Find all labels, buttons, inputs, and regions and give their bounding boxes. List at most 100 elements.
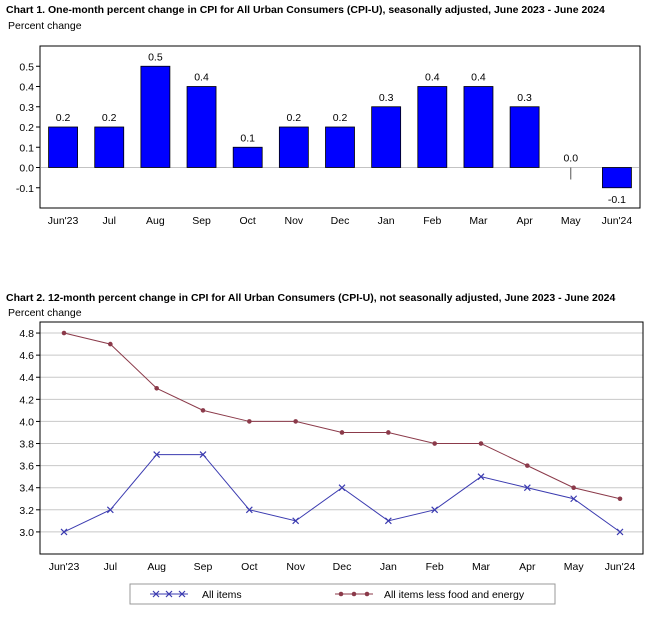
- chart1-bar: [325, 126, 355, 168]
- chart2-point: [478, 441, 484, 446]
- chart2-point: [245, 506, 253, 514]
- chart1-y-tick-label: 0.5: [19, 61, 34, 73]
- chart1-data-label: 0.5: [148, 51, 163, 63]
- chart2-point: [616, 528, 624, 536]
- chart1-x-tick-label: Oct: [240, 215, 256, 227]
- chart2-x-tick-label: Jan: [380, 561, 397, 573]
- chart1-y-tick-label: 0.2: [19, 122, 34, 134]
- chart2-point: [154, 385, 159, 391]
- chart1-bar: [463, 86, 494, 168]
- chart1-ylabel: Percent change: [8, 20, 82, 32]
- chart2-legend-marker: [178, 590, 186, 598]
- chart2-point: [247, 419, 252, 424]
- chart1-y-tick-label: -0.1: [16, 183, 34, 195]
- chart1-bar: [602, 167, 632, 189]
- chart2-y-tick-label: 3.2: [19, 505, 34, 517]
- chart2-legend-marker: [152, 590, 160, 598]
- chart1-bar: [186, 86, 217, 168]
- chart1-data-label: 0.2: [56, 112, 71, 124]
- chart1-bar: [371, 106, 402, 168]
- chart2-title: Chart 2. 12-month percent change in CPI …: [6, 292, 616, 304]
- chart1-x-tick-label: Jun'23: [48, 215, 79, 227]
- chart2-point: [571, 485, 576, 491]
- chart1-title: Chart 1. One-month percent change in CPI…: [6, 4, 605, 16]
- chart1-x-tick-label: Apr: [516, 215, 533, 227]
- chart2-x-tick-label: Dec: [333, 561, 352, 573]
- chart1-y-tick-label: 0.0: [19, 163, 34, 175]
- chart2-y-tick-label: 4.8: [19, 328, 34, 340]
- chart1-x-tick-label: Dec: [331, 215, 350, 227]
- chart2-point: [61, 330, 67, 336]
- chart2-point: [432, 441, 437, 446]
- chart2-y-tick-label: 3.0: [19, 527, 34, 539]
- chart1-bar: [278, 126, 309, 168]
- chart2-y-tick-label: 3.6: [19, 461, 34, 473]
- chart2-x-tick-label: Oct: [241, 561, 257, 573]
- chart2-point: [108, 341, 113, 347]
- chart1-bar: [140, 65, 171, 168]
- chart2-x-tick-label: Nov: [286, 561, 305, 573]
- chart1-x-tick-label: Aug: [146, 215, 165, 227]
- chart2-plot-frame: [39, 321, 644, 555]
- chart2-series-line: [63, 332, 621, 500]
- chart1-bar: [94, 126, 125, 168]
- chart2-x-tick-label: Sep: [194, 561, 213, 573]
- chart2-point: [570, 495, 578, 503]
- chart2-x-tick-label: Jul: [104, 561, 117, 573]
- chart2-point: [523, 484, 531, 492]
- chart1-x-tick-label: Feb: [423, 215, 441, 227]
- chart1-data-label: 0.2: [287, 112, 302, 124]
- chart2-y-tick-label: 3.4: [19, 483, 34, 495]
- chart2-x-tick-label: Feb: [426, 561, 444, 573]
- chart2-point: [338, 484, 346, 492]
- chart1-x-tick-label: Jun'24: [602, 215, 633, 227]
- chart1-data-label: 0.3: [379, 92, 394, 104]
- chart2-point: [293, 419, 298, 424]
- chart1-bar: [417, 86, 448, 168]
- chart1-data-label: 0.1: [240, 132, 255, 144]
- chart1-data-label: 0.4: [194, 72, 209, 84]
- chart1-y-tick-label: 0.3: [19, 102, 34, 114]
- chart1-data-label: 0.3: [517, 92, 532, 104]
- chart1-y-tick-label: 0.4: [19, 82, 34, 94]
- chart2-legend-label: All items less food and energy: [384, 589, 525, 601]
- chart1-bar: [48, 126, 78, 168]
- chart2-point: [153, 451, 161, 458]
- chart2-point: [617, 496, 623, 502]
- chart1-bar-chart: -0.1 0.0 0.1 0.2 0.3 0.4 0.5 0.2 Jun'23 0.2 Jul 0.5…: [16, 45, 641, 227]
- chart1-x-tick-label: Nov: [285, 215, 304, 227]
- chart2-point: [386, 430, 391, 435]
- chart1-x-tick-label: Sep: [192, 215, 211, 227]
- chart1-data-label: 0.4: [425, 72, 440, 84]
- chart1-x-tick-label: Jul: [103, 215, 116, 227]
- chart2-point: [525, 463, 530, 468]
- chart1-x-tick-label: May: [561, 215, 582, 227]
- chart2-x-tick-label: Apr: [519, 561, 536, 573]
- chart2-legend-marker: [351, 591, 357, 597]
- chart1-y-tick-label: 0.1: [19, 142, 34, 154]
- chart1-x-tick-label: Jan: [378, 215, 395, 227]
- chart2-legend-label: All items: [202, 589, 242, 601]
- chart1-data-label: 0.0: [563, 153, 578, 165]
- chart2-point: [384, 517, 392, 525]
- chart2-x-tick-label: Mar: [472, 561, 491, 573]
- chart1-bar: [232, 146, 263, 168]
- chart2-legend-marker: [338, 591, 344, 597]
- chart2-y-tick-label: 4.6: [19, 350, 34, 362]
- chart2-point: [477, 473, 485, 481]
- chart2-point: [60, 528, 68, 536]
- chart2-y-tick-label: 4.4: [19, 372, 34, 384]
- chart2-x-tick-label: Jun'24: [605, 561, 636, 573]
- chart1-data-label: -0.1: [608, 194, 626, 206]
- chart1-x-tick-label: Mar: [469, 215, 488, 227]
- chart2-x-tick-label: May: [564, 561, 585, 573]
- chart2-y-tick-label: 3.8: [19, 439, 34, 451]
- chart2-point: [292, 517, 300, 525]
- chart2-legend-marker: [165, 590, 173, 598]
- chart1-data-label: 0.4: [471, 72, 486, 84]
- chart2-x-tick-label: Aug: [147, 561, 166, 573]
- chart2-point: [431, 506, 439, 514]
- chart2-point: [106, 506, 114, 514]
- chart1-data-label: 0.2: [102, 112, 117, 124]
